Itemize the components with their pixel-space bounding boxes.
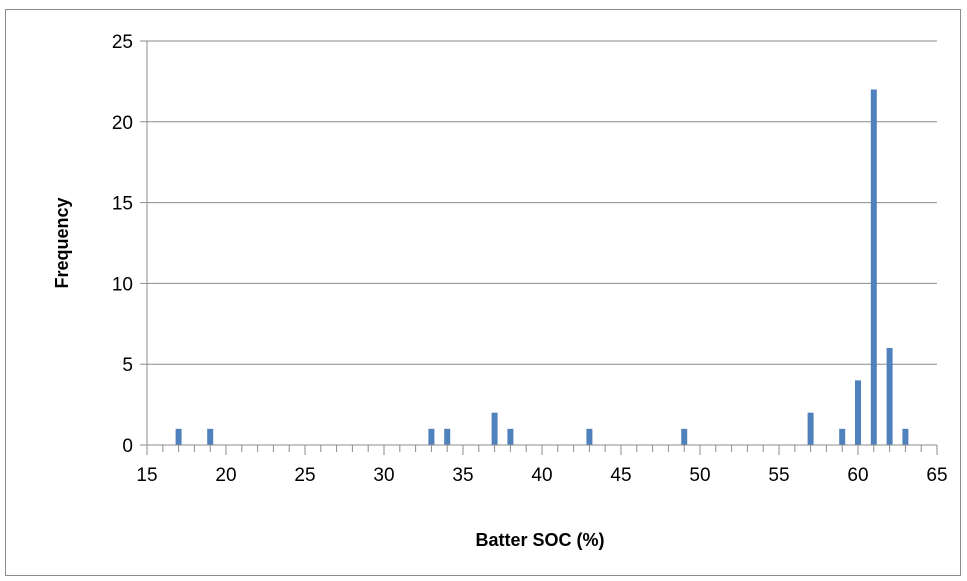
bars (175, 89, 909, 445)
y-tick-label-20: 20 (112, 113, 133, 134)
x-tick-label-60: 60 (847, 465, 868, 486)
bar-60 (855, 380, 861, 445)
x-tick-labels: 15 20 25 30 35 40 45 50 55 60 65 (136, 465, 947, 486)
y-tick-label-25: 25 (112, 32, 133, 53)
x-axis-title: Batter SOC (%) (475, 530, 604, 550)
x-tick-label-25: 25 (294, 465, 315, 486)
bar-38 (507, 428, 514, 445)
x-tick-label-45: 45 (610, 465, 631, 486)
bar-61 (870, 89, 877, 445)
bar-17 (175, 428, 182, 445)
bar-43 (586, 428, 593, 445)
y-tick-label-0: 0 (122, 436, 133, 457)
x-tick-label-55: 55 (768, 465, 789, 486)
bar-49 (681, 428, 688, 445)
y-tick-label-10: 10 (112, 274, 133, 295)
x-tick-label-15: 15 (136, 465, 157, 486)
x-tick-label-20: 20 (215, 465, 236, 486)
bar-63 (902, 428, 909, 445)
x-tick-label-50: 50 (689, 465, 710, 486)
bar-59 (839, 428, 846, 445)
chart-frame (5, 9, 961, 576)
axes (140, 40, 938, 455)
bar-57 (807, 412, 814, 445)
x-tick-label-65: 65 (926, 465, 947, 486)
bar-37 (491, 412, 498, 445)
x-tick-label-30: 30 (373, 465, 394, 486)
bar-19 (207, 428, 214, 445)
y-tick-label-15: 15 (112, 194, 133, 215)
y-axis-title: Frequency (52, 197, 72, 288)
x-tick-label-35: 35 (452, 465, 473, 486)
y-tick-label-5: 5 (122, 355, 133, 376)
bar-34 (444, 428, 451, 445)
bar-62 (886, 348, 893, 445)
gridlines (147, 40, 937, 365)
bar-33 (428, 428, 435, 445)
y-tick-labels: 0 5 10 15 20 25 (112, 32, 133, 457)
x-tick-label-40: 40 (531, 465, 552, 486)
